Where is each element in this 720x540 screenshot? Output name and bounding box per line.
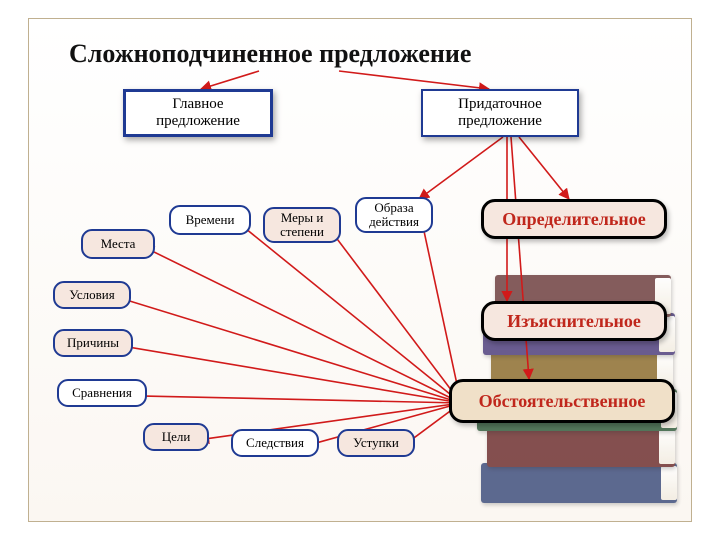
adverbial-ustupki: Уступки — [337, 429, 415, 457]
cat-def-label: Определительное — [502, 209, 646, 230]
adverbial-tseli: Цели — [143, 423, 209, 451]
adverbial-mesta: Места — [81, 229, 155, 259]
category-adverbial: Обстоятельственное — [449, 379, 675, 423]
diagram-frame: Сложноподчиненное предложение Главное пр… — [28, 18, 692, 522]
category-attributive: Определительное — [481, 199, 667, 239]
cat-circ-label: Обстоятельственное — [479, 391, 646, 412]
box-main-clause: Главное предложение — [123, 89, 273, 137]
box-main-label: Главное предложение — [132, 96, 264, 131]
adverbial-vremeni: Времени — [169, 205, 251, 235]
adverbial-obraza: Образа действия — [355, 197, 433, 233]
adverbial-sledstviya: Следствия — [231, 429, 319, 457]
adverbial-sravneniya: Сравнения — [57, 379, 147, 407]
adverbial-prichiny: Причины — [53, 329, 133, 357]
category-explicative: Изъяснительное — [481, 301, 667, 341]
adverbial-usloviya: Условия — [53, 281, 131, 309]
box-sub-label: Придаточное предложение — [429, 96, 571, 131]
box-subordinate-clause: Придаточное предложение — [421, 89, 579, 137]
adverbial-mery: Меры и степени — [263, 207, 341, 243]
cat-expl-label: Изъяснительное — [507, 311, 641, 332]
diagram-title: Сложноподчиненное предложение — [69, 39, 471, 69]
